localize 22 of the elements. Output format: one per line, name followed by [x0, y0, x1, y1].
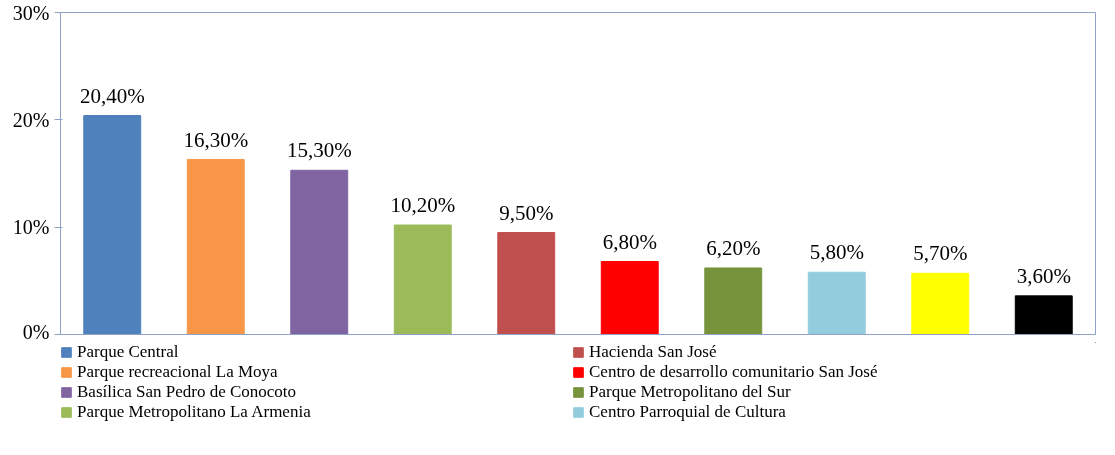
data-label: 6,80% [602, 229, 657, 254]
data-label: 15,30% [286, 138, 352, 163]
legend-label: Parque recreacional La Moya [77, 362, 279, 382]
data-label: 20,40% [79, 83, 145, 108]
data-label: 5,80% [809, 240, 864, 265]
y-tick-label: 10% [12, 216, 50, 239]
legend-label: Basílica San Pedro de Conocoto [77, 382, 298, 402]
legend-label: Parque Metropolitano La Armenia [77, 402, 312, 422]
y-tick-label: 0% [22, 320, 50, 343]
legend-label: Parque Metropolitano del Sur [589, 382, 792, 402]
data-label: 6,20% [706, 235, 761, 260]
data-label: 5,70% [913, 241, 968, 266]
data-label: 9,50% [499, 200, 554, 225]
data-label: 10,20% [390, 193, 456, 218]
y-tick-label: 30% [12, 1, 50, 24]
legend-label: Parque Central [77, 342, 180, 362]
legend-label: Hacienda San José [589, 342, 718, 362]
legend-label: Centro Parroquial de Cultura [589, 402, 787, 422]
data-label: 16,30% [183, 127, 249, 152]
y-tick-label: 20% [12, 108, 50, 131]
legend-label: Centro de desarrollo comunitario San José [589, 362, 879, 382]
data-label: 3,60% [1016, 263, 1071, 288]
